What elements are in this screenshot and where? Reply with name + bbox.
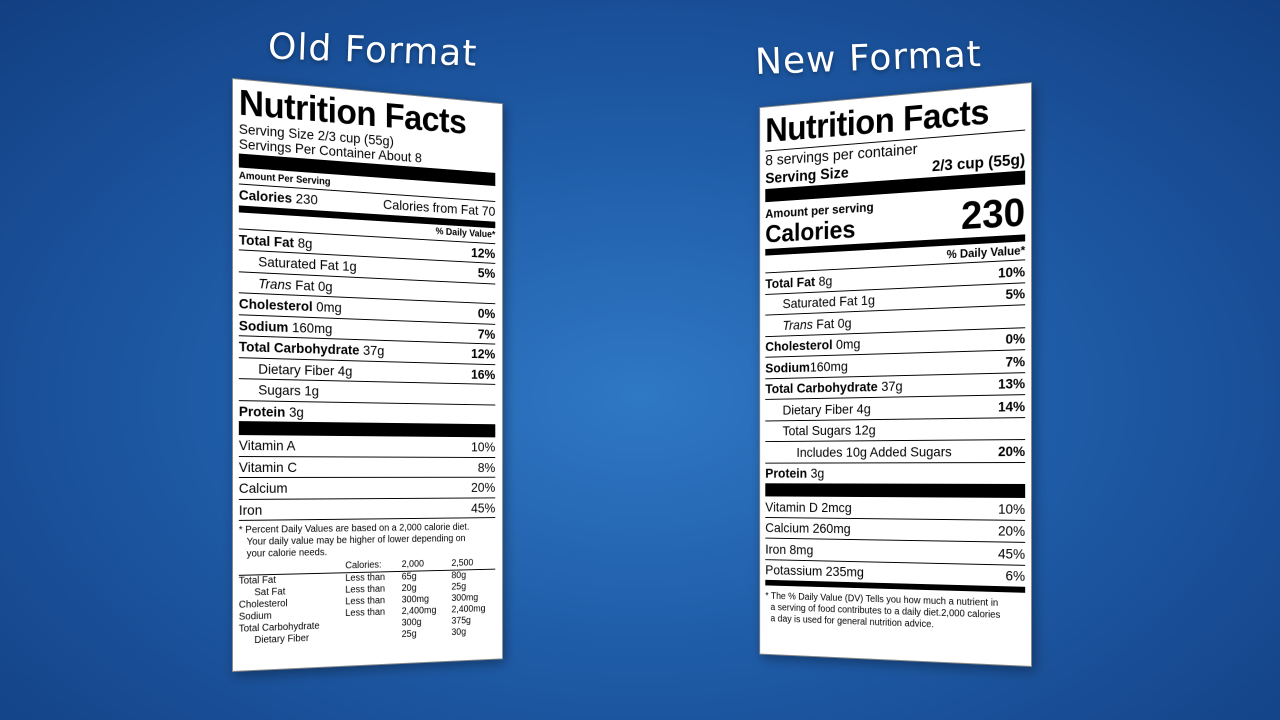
new-nutrient-label: Includes 10g Added Sugars — [796, 443, 951, 459]
old-calories-value: 230 — [296, 191, 318, 208]
new-nutrient-label: Total Sugars — [783, 422, 852, 438]
new-nutrient-amount: 160mg — [810, 358, 848, 374]
old-vitamin-dv: 20% — [471, 480, 495, 495]
old-dv-reference-table: Calories: 2,000 2,500 Total Fat Less tha… — [239, 557, 495, 647]
old-nutrient-label: Protein — [239, 403, 286, 420]
new-mineral-label: Calcium 260mg — [765, 520, 850, 536]
old-nutrition-label: Nutrition Facts Serving Size 2/3 cup (55… — [232, 78, 503, 672]
old-nutrient-dv: 7% — [478, 326, 495, 342]
new-nutrient-label: Sodium — [765, 359, 810, 375]
old-nutrient-amount: 160mg — [292, 319, 332, 336]
new-nutrient-label: Cholesterol — [765, 337, 832, 354]
new-nutrient-dv: 5% — [1006, 286, 1026, 303]
new-nutrient-amount: 3g — [811, 466, 825, 481]
old-nutrient-label: Saturated Fat — [258, 254, 338, 274]
old-calories-label: Calories — [239, 187, 292, 206]
new-nutrient-amount: 4g — [857, 401, 871, 417]
old-vitamin-row: Iron 45% — [239, 498, 495, 521]
new-dv-header: % Daily Value* — [947, 243, 1026, 261]
new-nutrient-row: Protein 3g — [765, 463, 1025, 484]
old-nutrient-dv: 0% — [478, 306, 495, 322]
new-mineral-dv: 10% — [998, 501, 1025, 517]
old-nutrient-label: Cholesterol — [239, 296, 313, 315]
old-nutrient-amount: 3g — [289, 404, 304, 420]
new-mineral-row: Vitamin D 2mcg 10% — [765, 496, 1025, 520]
new-mineral-label: Vitamin D 2mcg — [765, 499, 851, 515]
old-nutrient-dv: 5% — [478, 265, 495, 281]
old-nutrient-amount: 1g — [342, 258, 356, 274]
old-vitamin-label: Vitamin A — [239, 437, 296, 453]
old-nutrient-label: Total Carbohydrate — [239, 338, 360, 357]
new-nutrient-label: Total Carbohydrate — [765, 379, 877, 397]
old-nutrient-amount: 1g — [304, 383, 319, 399]
new-nutrient-amount: 0mg — [836, 336, 860, 352]
new-nutrient-label: Total Fat — [765, 274, 815, 291]
old-vitamin-row: Vitamin A 10% — [239, 435, 495, 457]
old-nutrient-dv: 12% — [471, 346, 495, 362]
new-nutrient-amount: 37g — [881, 378, 902, 394]
old-vitamin-row: Vitamin C 8% — [239, 457, 495, 478]
old-nutrient-label: Dietary Fiber — [258, 360, 334, 378]
old-table-b: 30g — [451, 626, 495, 639]
old-nutrient-amount: 8g — [298, 235, 313, 252]
old-footnote: * Percent Daily Values are based on a 2,… — [239, 522, 495, 561]
new-nutrient-row: Total Sugars 12g — [765, 418, 1025, 442]
old-vitamin-label: Vitamin C — [239, 459, 297, 475]
new-mineral-dv: 45% — [998, 545, 1025, 561]
old-format-heading: Old Format — [267, 26, 478, 74]
new-nutrient-label: Trans — [783, 316, 813, 332]
old-vitamin-label: Iron — [239, 502, 262, 518]
old-nutrient-label: Total Fat — [239, 231, 294, 250]
old-nutrient-amount: Fat 0g — [295, 277, 332, 294]
new-nutrient-label: Saturated Fat — [783, 293, 858, 311]
old-nutrient-amount: 37g — [363, 342, 384, 358]
old-nutrient-label: Sodium — [239, 317, 288, 335]
new-nutrient-dv: 0% — [1006, 330, 1026, 347]
old-vitamin-row: Calcium 20% — [239, 478, 495, 500]
new-mineral-label: Iron 8mg — [765, 541, 813, 557]
new-nutrient-dv: 10% — [998, 263, 1025, 280]
old-vitamin-label: Calcium — [239, 480, 288, 496]
old-vitamin-dv: 45% — [471, 500, 495, 515]
old-nutrient-amount: 0mg — [316, 299, 341, 316]
new-nutrient-amount: 8g — [819, 273, 833, 289]
old-vitamin-dv: 8% — [478, 460, 495, 475]
new-nutrient-row: Includes 10g Added Sugars 20% — [765, 440, 1025, 463]
new-nutrient-dv: 13% — [998, 375, 1025, 391]
new-calories-label: Calories — [765, 214, 873, 247]
old-nutrient-label: Trans — [258, 275, 291, 292]
new-footnote: * The % Daily Value (DV) Tells you how m… — [765, 591, 1025, 635]
new-nutrient-amount: Fat 0g — [816, 315, 851, 332]
new-format-heading: New Format — [754, 34, 982, 83]
old-dv-header: % Daily Value* — [436, 226, 496, 240]
old-nutrient-dv: 12% — [471, 244, 495, 260]
old-vitamin-dv: 10% — [471, 439, 495, 454]
new-mineral-dv: 6% — [1006, 568, 1026, 584]
old-nutrient-label: Sugars — [258, 382, 300, 399]
new-nutrient-dv: 20% — [998, 443, 1025, 459]
new-calories-value: 230 — [961, 192, 1025, 236]
old-table-cond — [345, 629, 401, 643]
new-nutrient-amount: 12g — [855, 422, 876, 438]
new-nutrient-label: Protein — [765, 466, 807, 481]
old-nutrient-amount: 4g — [338, 363, 352, 379]
new-mineral-dv: 20% — [998, 523, 1025, 539]
old-nutrient-dv: 16% — [471, 366, 495, 382]
new-nutrient-dv: 7% — [1006, 353, 1026, 369]
old-table-a: 25g — [402, 628, 452, 641]
new-nutrient-label: Dietary Fiber — [783, 401, 854, 417]
new-nutrient-amount: 1g — [861, 292, 875, 308]
new-nutrient-dv: 14% — [998, 398, 1025, 414]
new-mineral-label: Potassium 235mg — [765, 562, 864, 580]
new-nutrition-label: Nutrition Facts 8 servings per container… — [759, 82, 1032, 667]
